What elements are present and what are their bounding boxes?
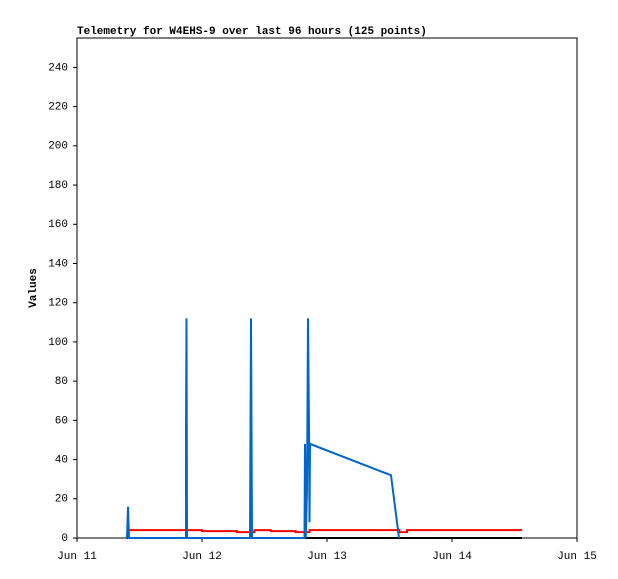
plot-frame xyxy=(76,37,578,539)
y-tick-label: 40 xyxy=(55,454,68,466)
y-tick-label: 160 xyxy=(48,219,68,231)
series-line xyxy=(126,318,400,539)
y-tick-label: 220 xyxy=(48,102,68,114)
y-tick-label: 120 xyxy=(48,298,68,310)
y-tick-label: 180 xyxy=(48,180,68,192)
x-tick-label: Jun 11 xyxy=(57,551,97,563)
y-tick-label: 20 xyxy=(55,494,68,506)
x-tick-label: Jun 15 xyxy=(557,551,597,563)
y-tick-label: 240 xyxy=(48,62,68,74)
x-tick-label: Jun 12 xyxy=(182,551,222,563)
y-tick-label: 0 xyxy=(61,533,68,545)
y-tick-label: 140 xyxy=(48,258,68,270)
y-axis-label: Values xyxy=(28,268,40,308)
x-tick-label: Jun 14 xyxy=(432,551,472,563)
y-tick-label: 100 xyxy=(48,337,68,349)
series-line xyxy=(127,529,522,534)
chart-title: Telemetry for W4EHS-9 over last 96 hours… xyxy=(77,26,427,38)
y-tick-label: 60 xyxy=(55,415,68,427)
y-tick-label: 80 xyxy=(55,376,68,388)
x-tick-label: Jun 13 xyxy=(307,551,347,563)
y-tick-label: 200 xyxy=(48,141,68,153)
